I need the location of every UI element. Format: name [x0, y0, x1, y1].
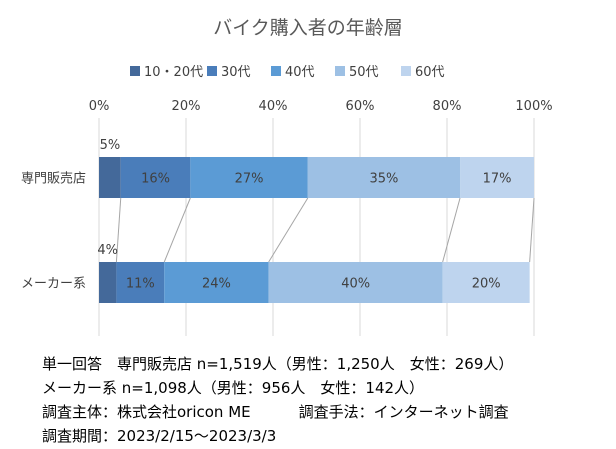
data-label: 11% [126, 277, 155, 292]
bar-segment [120, 157, 191, 198]
data-label: 16% [141, 172, 170, 187]
x-tick-label: 80% [433, 99, 462, 114]
legend: 10・20代 30代 40代 50代 60代 [130, 65, 445, 80]
category-label: 専門販売店 [21, 171, 86, 187]
x-tick-label: 100% [515, 99, 552, 114]
legend-swatch [207, 66, 217, 76]
bar-segment [442, 262, 530, 303]
bar-segment [307, 157, 461, 198]
bars: 5% 16% 27% 35% 17% 4% 11% 24% 40% 20% [97, 138, 534, 303]
bar-segment [99, 157, 121, 198]
note-organizer: 調査主体：株式会社oricon ME [42, 403, 251, 421]
legend-swatch [335, 66, 345, 76]
data-label: 24% [202, 277, 231, 292]
series-line [115, 197, 122, 263]
data-label: 27% [235, 172, 264, 187]
survey-notes: 単一回答 専門販売店 n=1,519人（男性：1,250人 女性：269人） メ… [42, 352, 513, 448]
legend-swatch [130, 66, 140, 76]
note-sample-maker: メーカー系 n=1,098人（男性：956人 女性：142人） [42, 379, 425, 397]
data-label: 5% [100, 138, 121, 153]
x-tick-label: 0% [89, 99, 110, 114]
series-line [268, 197, 309, 263]
legend-label: 60代 [415, 65, 445, 80]
note-period: 調査期間：2023/2/15～2023/3/3 [42, 427, 277, 445]
legend-label: 10・20代 [144, 65, 203, 80]
legend-label: 30代 [221, 65, 251, 80]
note-sample-dealer: 単一回答 専門販売店 n=1,519人（男性：1,250人 女性：269人） [42, 355, 514, 373]
x-tick-label: 60% [346, 99, 375, 114]
x-tick-label: 20% [172, 99, 201, 114]
note-method: 調査手法：インターネット調査 [298, 403, 509, 421]
series-line [529, 197, 535, 263]
bar-segment [99, 262, 117, 303]
stacked-bar-chart: バイク購入者の年齢層 10・20代 30代 40代 50代 60代 0% 20% 40% 60… [21, 17, 553, 336]
series-line [163, 197, 191, 263]
data-label: 4% [97, 243, 118, 258]
chart-title: バイク購入者の年齢層 [213, 17, 403, 39]
x-axis-tick-labels: 0% 20% 40% 60% 80% 100% [89, 99, 553, 114]
data-label: 17% [483, 172, 512, 187]
gridlines [98, 118, 535, 336]
bar-segment [116, 262, 165, 303]
legend-label: 50代 [349, 65, 379, 80]
bar-segment [460, 157, 534, 198]
bar-segment [190, 157, 308, 198]
legend-swatch [271, 66, 281, 76]
data-label: 40% [341, 277, 370, 292]
data-label: 35% [369, 172, 398, 187]
x-tick-label: 40% [259, 99, 288, 114]
series-lines [115, 197, 535, 263]
category-label: メーカー系 [21, 277, 86, 292]
note-method-line: 調査主体：株式会社oricon ME 調査手法：インターネット調査 [42, 400, 513, 424]
legend-swatch [401, 66, 411, 76]
series-line [442, 197, 461, 263]
data-label: 20% [472, 277, 501, 292]
legend-label: 40代 [285, 65, 315, 80]
bar-segment [268, 262, 443, 303]
bar-segment [164, 262, 269, 303]
